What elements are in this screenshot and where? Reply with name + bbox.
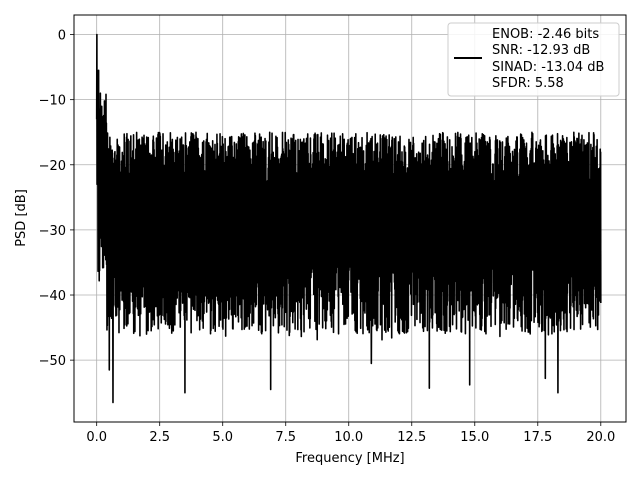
y-tick-label: −30 — [39, 224, 66, 239]
y-axis-ticks: 0 −10 −20 −30 −40 −50 — [39, 29, 74, 369]
x-tick-label: 10.0 — [334, 430, 363, 445]
series-layer — [95, 33, 602, 404]
y-tick-label: −50 — [39, 354, 66, 369]
psd-series-line — [95, 33, 602, 404]
x-tick-label: 12.5 — [397, 430, 426, 445]
y-tick-label: −10 — [39, 94, 66, 109]
y-tick-label: 0 — [58, 29, 66, 44]
x-tick-label: 7.5 — [275, 430, 296, 445]
legend-box — [447, 22, 620, 97]
x-axis-label: Frequency [MHz] — [295, 451, 404, 466]
y-tick-label: −40 — [39, 289, 66, 304]
plot-frame — [73, 14, 627, 423]
x-axis-ticks: 0.0 2.5 5.0 7.5 10.0 12.5 15.0 17.5 20.0 — [86, 422, 615, 445]
legend-sfdr: SFDR: 5.58 — [492, 76, 564, 91]
x-tick-label: 5.0 — [212, 430, 233, 445]
x-tick-label: 20.0 — [586, 430, 615, 445]
y-tick-label: −20 — [39, 159, 66, 174]
x-tick-label: 2.5 — [149, 430, 170, 445]
x-tick-label: 17.5 — [523, 430, 552, 445]
legend-enob: ENOB: -2.46 bits — [492, 27, 599, 42]
legend-sinad: SINAD: -13.04 dB — [492, 60, 604, 75]
x-tick-label: 0.0 — [86, 430, 107, 445]
x-tick-label: 15.0 — [460, 430, 489, 445]
y-axis-label: PSD [dB] — [14, 189, 29, 247]
legend: ENOB: -2.46 bits SNR: -12.93 dB SINAD: -… — [447, 22, 620, 97]
legend-snr: SNR: -12.93 dB — [492, 43, 590, 58]
